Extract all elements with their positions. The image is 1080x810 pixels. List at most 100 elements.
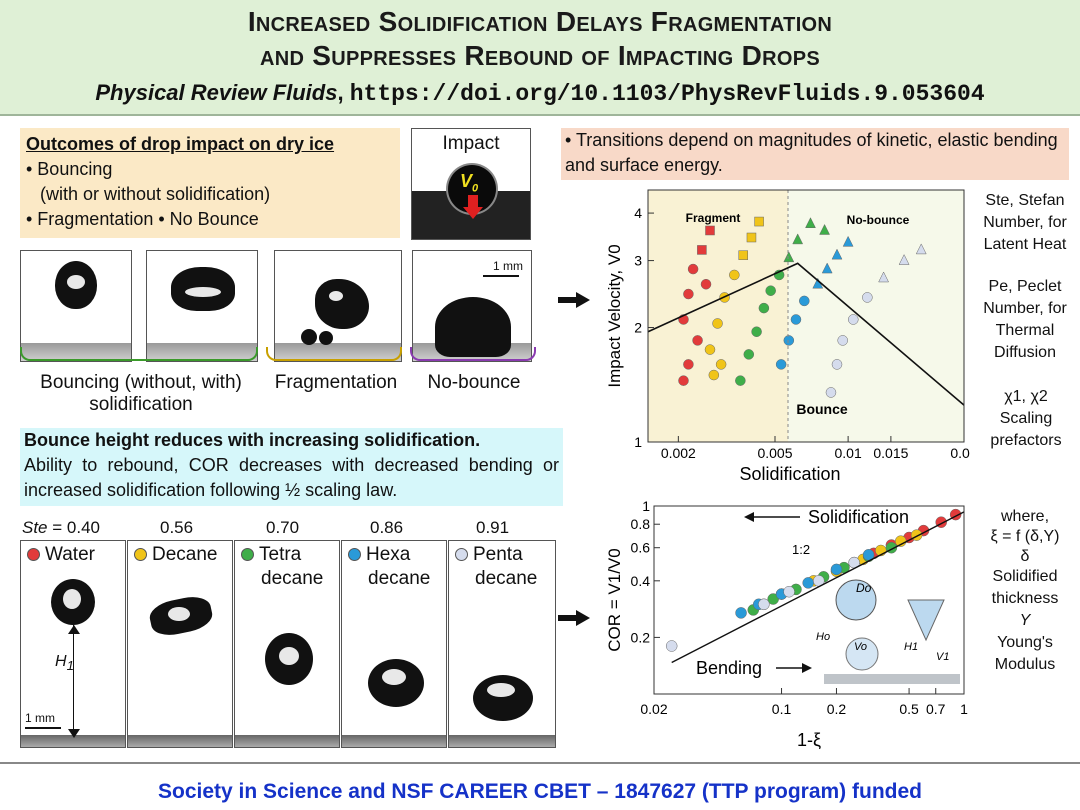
chart1-point-2-2 [751, 326, 762, 337]
arrow-down-icon [68, 729, 80, 738]
photo-bouncing-without [20, 250, 132, 362]
cor-chart: Do Vo Ho H1 V1 Solidification 1:2 Bendin… [605, 500, 968, 750]
brace-fragmentation [266, 347, 402, 361]
drop-before-icon [845, 637, 879, 671]
chart1-point-3-5 [821, 262, 833, 274]
note-where: where, [1000, 508, 1050, 525]
note-chi: χ1, χ2 Scaling prefactors [990, 388, 1062, 449]
legend-hexadecane: Hexa decane [348, 543, 430, 591]
chart2-point-3-1 [830, 563, 843, 576]
chart1-point-3-2 [790, 314, 802, 325]
chart1-point-0-4 [705, 225, 715, 236]
chart1-point-4-2 [837, 335, 848, 346]
tetradecane-dot-icon [241, 548, 254, 562]
transitions-box: • Transitions depend on magnitudes of ki… [561, 128, 1069, 180]
chart2-ytick-label-3: 0.8 [631, 516, 651, 532]
strip-water: Water H1 1 mm [20, 540, 126, 748]
arrow-right-icon [802, 663, 812, 673]
drop-diameter-icon [835, 579, 877, 621]
arrow-up-icon [68, 625, 80, 634]
chart1-point-1-0 [704, 344, 716, 355]
chart1-point-2-1 [743, 349, 755, 360]
region-label-fragment: Fragment [686, 211, 741, 225]
scale-bar-label: 1 mm [493, 259, 523, 273]
chart1-point-1-8 [715, 359, 727, 370]
label-bouncing: Bouncing (without, with) solidification [40, 372, 242, 415]
chart1-xtick-label-1: 0.005 [757, 445, 792, 461]
note-y-desc: Young's Modulus [994, 634, 1056, 673]
chart1-point-4-7 [915, 243, 927, 255]
outcomes-bullet-bouncing: • Bouncing [26, 159, 113, 179]
title-line-2: and Suppresses Rebound of Impacting Drop… [260, 40, 820, 71]
chart1-point-4-1 [831, 359, 843, 370]
note-y: Y [1019, 612, 1031, 629]
chart1-frame [647, 189, 965, 443]
chart2-xtick-label-1: 0.1 [772, 701, 792, 717]
chart1-xtick-label-0: 0.002 [661, 445, 696, 461]
chart1-point-2-8 [805, 217, 816, 228]
title-line-1: Increased Solidification Delays Fragment… [247, 6, 833, 37]
chart1-point-2-0 [735, 375, 746, 386]
chart2-point-4-3 [758, 598, 770, 611]
chart1-point-2-7 [792, 233, 804, 245]
inset-label-h1: H1 [904, 641, 918, 653]
chart1-point-3-7 [842, 235, 854, 247]
chart1-point-0-8 [700, 278, 712, 290]
chart1-point-2-4 [765, 285, 776, 296]
journal-name: Physical Review Fluids [95, 80, 338, 105]
chart1-point-2-3 [758, 302, 770, 314]
regime-boundary-line [647, 262, 965, 406]
impact-velocity-label: V0 [460, 171, 479, 195]
inset-label-v1: V1 [936, 651, 949, 663]
bounce-heading: Bounce height reduces with increasing so… [24, 430, 481, 450]
outcomes-bullet-fragmentation: • Fragmentation • No Bounce [26, 209, 259, 229]
fit-line [671, 511, 965, 664]
chart1-point-3-3 [799, 295, 810, 307]
chart1-point-0-1 [683, 288, 694, 300]
photo-bouncing-with [146, 250, 258, 362]
ste-label-2: 0.56 [160, 518, 194, 537]
chart1-point-1-7 [708, 369, 720, 381]
chart1-point-4-5 [878, 271, 890, 283]
chart1-point-3-6 [831, 248, 843, 260]
bounce-height-box: Bounce height reduces with increasing so… [20, 428, 563, 506]
outcomes-heading: Outcomes of drop impact on dry ice [26, 134, 335, 154]
note-pe: Pe, Peclet Number, for Thermal Diffusion [983, 278, 1067, 361]
note-delta: δ [1020, 548, 1030, 565]
chart1-point-0-5 [692, 335, 703, 346]
strip-tetradecane: Tetra decane [234, 540, 340, 748]
brace-no-bounce [410, 347, 536, 361]
chart2-xtick-label-3: 0.5 [899, 701, 919, 717]
hexadecane-dot-icon [348, 548, 361, 562]
photo-fragmentation [274, 250, 402, 362]
chart1-point-4-0 [825, 387, 837, 398]
strip-hexadecane: Hexa decane [341, 540, 447, 748]
chart1-point-0-6 [683, 359, 694, 370]
brace-bouncing [20, 347, 258, 361]
chart2-point-3-2 [802, 577, 814, 589]
chart1-point-3-1 [783, 335, 795, 346]
chart2-xtick-label-2: 0.2 [827, 701, 847, 717]
substrate [824, 674, 960, 684]
annotation-bending: Bending [696, 658, 762, 678]
legend-decane: Decane [134, 543, 218, 567]
chart1-ytick-label-3: 4 [634, 205, 642, 221]
footer-divider [0, 762, 1080, 764]
chart1-point-2-9 [819, 223, 830, 235]
chart1-point-1-6 [754, 216, 764, 227]
ste-label-3: 0.70 [266, 518, 300, 537]
chart1-point-1-5 [746, 232, 757, 243]
strip-scale-bar-label: 1 mm [25, 711, 55, 725]
impact-velocity-chart: Fragment No-bounce Bounce 0.002 0.005 0.01… [605, 189, 970, 484]
note-xi: ξ = f (δ,Y) [990, 528, 1060, 545]
arrow-down-icon [463, 207, 483, 219]
chart2-xlabel: 1-ξ [797, 730, 821, 750]
doi-link[interactable]: https://doi.org/10.1103/PhysRevFluids.9.… [349, 81, 985, 107]
chart2-xtick-label-0: 0.02 [640, 701, 667, 717]
water-dot-icon [27, 548, 40, 562]
ste-label-4: 0.86 [370, 518, 404, 537]
fragment-region [648, 190, 788, 442]
note-ste: Ste, Stefan Number, for Latent Heat [983, 192, 1067, 253]
photo-no-bounce: 1 mm [412, 250, 532, 362]
header-banner: Increased Solidification Delays Fragment… [0, 0, 1080, 116]
